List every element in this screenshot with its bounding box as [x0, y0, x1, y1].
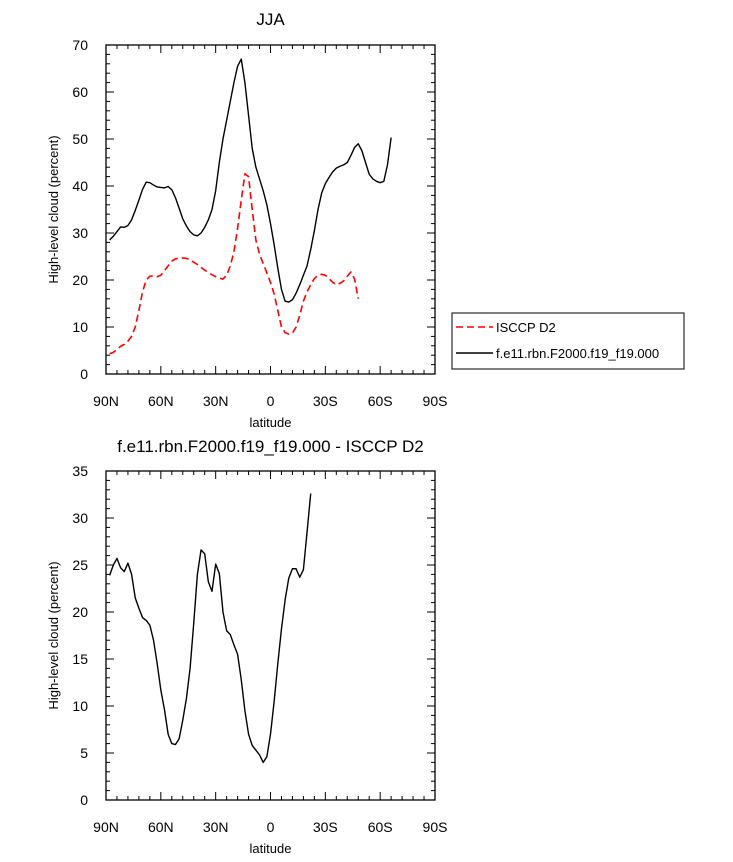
x-tick-label: 0: [267, 819, 275, 835]
legend-label-isccp: ISCCP D2: [496, 320, 556, 335]
y-axis-label: High-level cloud (percent): [46, 135, 61, 283]
y-tick-label: 40: [72, 178, 88, 194]
x-tick-label: 30S: [313, 393, 338, 409]
plot-frame: [105, 44, 436, 375]
x-tick-label: 60S: [368, 819, 393, 835]
top-panel-jja: JJA 90N 60N 30N 0 30S 60S 90S 0 10 20 30 40 50 60 70 lat…: [46, 10, 447, 430]
y-tick-label: 15: [72, 651, 88, 667]
y-tick-label: 0: [80, 366, 88, 382]
series-line-f-e11-rbn-f2000-f19-f19-000: [109, 58, 392, 303]
y-tick-label: 25: [72, 557, 88, 573]
bottom-panel-difference: f.e11.rbn.F2000.f19_f19.000 - ISCCP D2 90…: [46, 437, 447, 856]
y-tick-label: 35: [72, 463, 88, 479]
x-axis-label: latitude: [250, 415, 292, 430]
x-axis-label: latitude: [250, 841, 292, 856]
x-tick-label: 0: [267, 393, 275, 409]
y-tick-label: 5: [80, 745, 88, 761]
y-tick-label: 0: [80, 792, 88, 808]
series-line-isccp-d2: [109, 172, 360, 355]
y-tick-label: 60: [72, 84, 88, 100]
x-tick-label: 90S: [423, 393, 448, 409]
x-tick-label: 90S: [423, 819, 448, 835]
chart-title: JJA: [256, 10, 285, 29]
y-tick-label: 30: [72, 225, 88, 241]
legend: ISCCP D2 f.e11.rbn.F2000.f19_f19.000: [451, 312, 685, 370]
chart-title: f.e11.rbn.F2000.f19_f19.000 - ISCCP D2: [117, 437, 424, 456]
plot-frame: [105, 470, 436, 801]
series-line-difference: [108, 493, 312, 764]
y-tick-label: 20: [72, 604, 88, 620]
legend-box: [451, 312, 685, 370]
x-tick-label: 90N: [93, 819, 119, 835]
x-tick-label: 60N: [148, 393, 174, 409]
y-tick-label: 10: [72, 319, 88, 335]
x-tick-label: 60N: [148, 819, 174, 835]
y-tick-label: 50: [72, 131, 88, 147]
y-tick-label: 30: [72, 510, 88, 526]
x-tick-label: 60S: [368, 393, 393, 409]
legend-label-model: f.e11.rbn.F2000.f19_f19.000: [496, 346, 659, 361]
y-tick-label: 70: [72, 37, 88, 53]
x-tick-label: 30S: [313, 819, 338, 835]
x-tick-label: 30N: [203, 393, 229, 409]
x-tick-label: 90N: [93, 393, 119, 409]
x-tick-label: 30N: [203, 819, 229, 835]
y-tick-label: 10: [72, 698, 88, 714]
y-axis-label: High-level cloud (percent): [46, 561, 61, 709]
y-tick-label: 20: [72, 272, 88, 288]
